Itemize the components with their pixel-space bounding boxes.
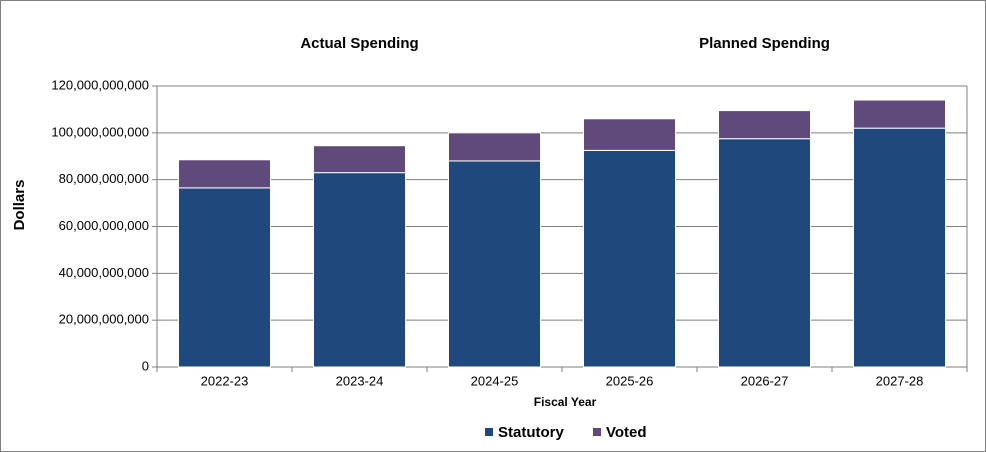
bar-segment	[583, 149, 676, 368]
bar-segment	[313, 172, 406, 368]
bar-segment	[448, 160, 541, 368]
bar-segment	[718, 110, 811, 140]
x-tick-label: 2027-28	[876, 373, 924, 388]
y-tick-label: 60,000,000,000	[59, 218, 149, 233]
x-axis-label: Fiscal Year	[534, 395, 597, 409]
legend-label: Voted	[606, 424, 647, 441]
y-tick-label: 0	[142, 358, 149, 373]
x-tick-label: 2024-25	[471, 373, 519, 388]
bar-segment	[178, 187, 271, 368]
annotation: Planned Spending	[699, 35, 830, 52]
bar-segment	[853, 127, 946, 368]
x-tick-label: 2022-23	[201, 373, 249, 388]
annotation: Actual Spending	[300, 35, 418, 52]
bar-segment	[583, 118, 676, 151]
bar-segment	[178, 159, 271, 189]
bar-segment	[718, 138, 811, 368]
y-axis-label: Dollars	[11, 180, 28, 231]
x-tick-label: 2023-24	[336, 373, 384, 388]
y-tick-label: 120,000,000,000	[51, 77, 149, 92]
legend-swatch	[593, 428, 601, 436]
y-tick-label: 80,000,000,000	[59, 171, 149, 186]
x-tick-label: 2026-27	[741, 373, 789, 388]
y-tick-label: 20,000,000,000	[59, 312, 149, 327]
bar-segment	[853, 99, 946, 129]
y-tick-label: 100,000,000,000	[51, 124, 149, 139]
y-tick-label: 40,000,000,000	[59, 265, 149, 280]
bar-segment	[313, 145, 406, 174]
x-tick-label: 2025-26	[606, 373, 654, 388]
legend-swatch	[485, 428, 493, 436]
legend-label: Statutory	[498, 424, 564, 441]
bar-segment	[448, 132, 541, 162]
